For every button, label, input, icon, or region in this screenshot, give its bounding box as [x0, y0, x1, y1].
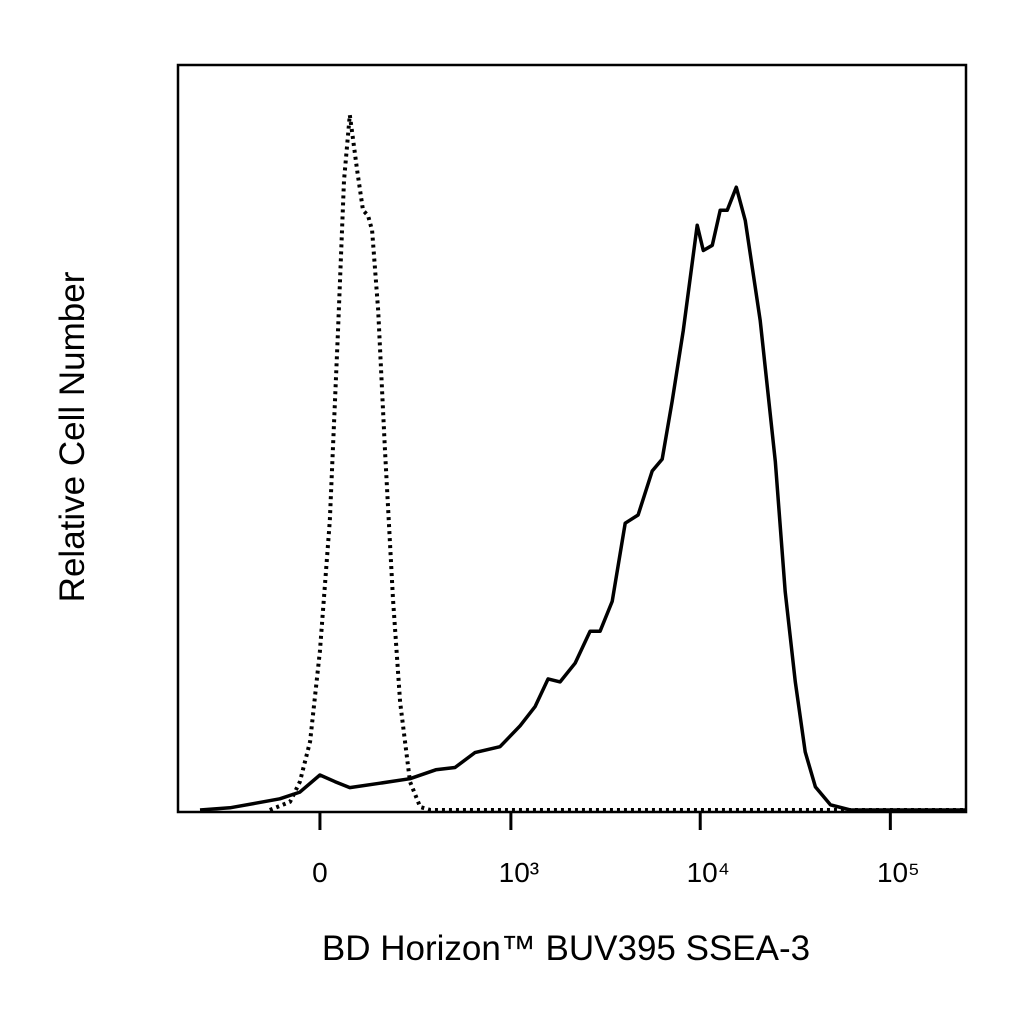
plot-frame: [176, 63, 968, 814]
control-line: [269, 112, 966, 812]
x-tick-label: 0: [312, 857, 328, 888]
sample-line: [199, 185, 966, 812]
y-axis-label: Relative Cell Number: [53, 271, 92, 602]
x-tick-label: 10⁵: [877, 857, 920, 888]
x-tick-label: 10³: [499, 857, 539, 888]
x-axis-label: BD Horizon™ BUV395 SSEA-3: [322, 929, 810, 968]
x-tick-label: 10⁴: [687, 857, 730, 888]
